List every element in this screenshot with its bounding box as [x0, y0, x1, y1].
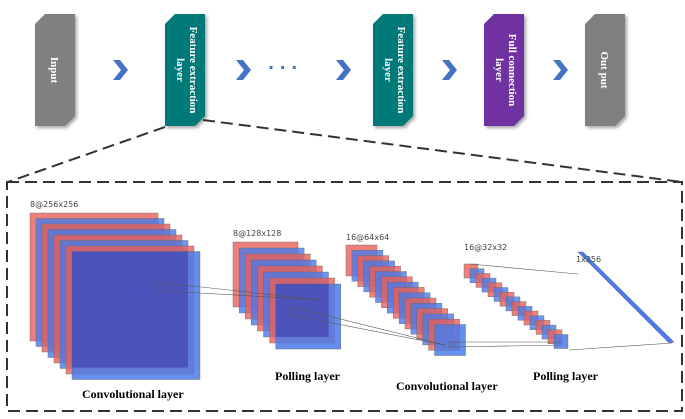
block-label: layer	[174, 58, 186, 82]
feature-map-stack	[29, 212, 201, 380]
layer-label: Convolutional layer	[82, 387, 184, 401]
block-label: Feature extraction	[395, 27, 407, 114]
dims-label: 8@128x128	[233, 229, 281, 238]
feature-map	[553, 334, 569, 349]
dims-label: 1x256	[576, 255, 601, 264]
dims-label: 16@32x32	[464, 243, 507, 252]
block-label: Feature extraction	[187, 27, 199, 114]
layer-label: Polling layer	[275, 369, 341, 383]
chevron-right-icon	[442, 60, 457, 80]
zoom-dashed-lines	[6, 119, 683, 412]
layer-label: Convolutional layer	[396, 379, 498, 393]
chevron-right-icon	[236, 60, 251, 80]
feature-map	[434, 324, 466, 356]
feature-map-stack	[463, 263, 569, 349]
feature-map-overlap	[72, 251, 188, 368]
layer-label: Polling layer	[533, 369, 599, 383]
chevron-right-icon	[336, 60, 351, 80]
block-label: layer	[382, 58, 394, 82]
dims-label: 8@256x256	[30, 200, 78, 209]
ellipsis: · · ·	[268, 58, 297, 77]
chevron-right-icon	[553, 60, 568, 80]
block-label: Full connection	[506, 34, 518, 106]
feature-map-stack	[345, 244, 466, 356]
block-label: layer	[493, 58, 505, 82]
feature-map-overlap	[275, 284, 329, 337]
connection-lines	[156, 263, 673, 351]
dims-label: 16@64x64	[346, 233, 389, 242]
fully-connected-vector	[577, 251, 675, 344]
block-out-put: Out put	[585, 14, 625, 126]
block-input: Input	[35, 14, 75, 126]
feature-map-stack	[232, 241, 341, 350]
chevron-right-icon	[113, 60, 128, 80]
block-label: Input	[48, 57, 60, 84]
block-label: Out put	[598, 52, 610, 89]
